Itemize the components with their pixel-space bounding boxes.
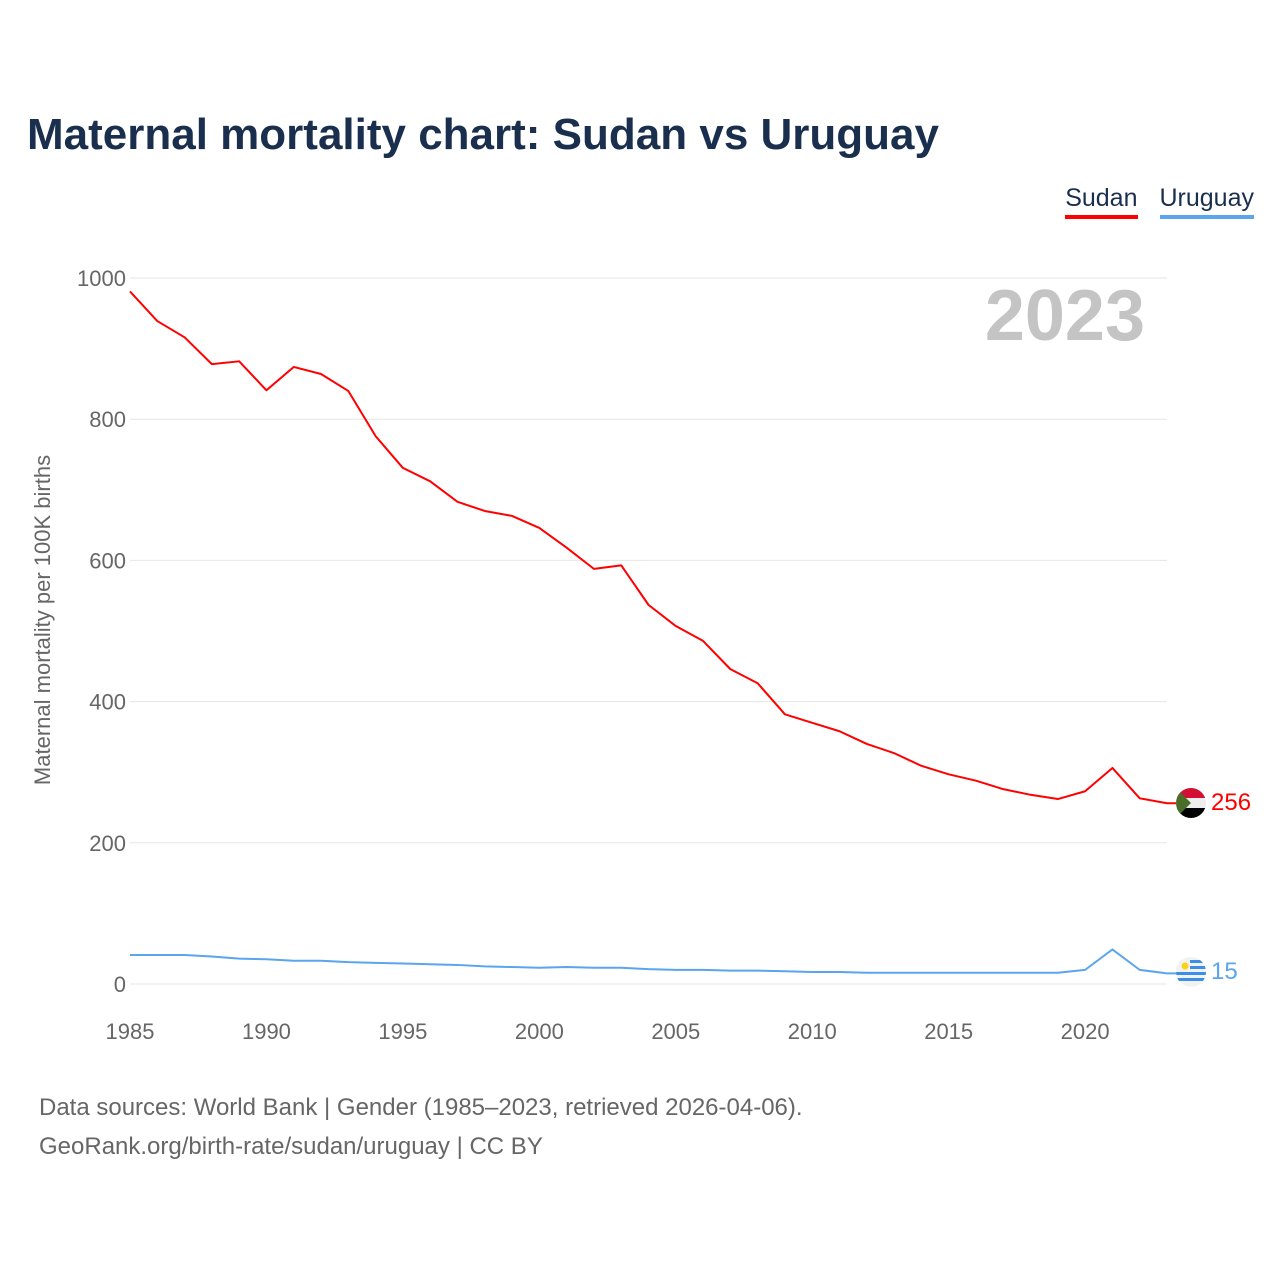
footer: Data sources: World Bank | Gender (1985–…: [39, 1088, 803, 1166]
uruguay-flag-icon: [1176, 957, 1206, 987]
sudan-end-label: 256: [1211, 789, 1251, 816]
legend-uruguay[interactable]: Uruguay: [1159, 184, 1254, 219]
y-tick-label: 600: [89, 548, 126, 573]
y-axis-label: Maternal mortality per 100K births: [30, 455, 55, 785]
chart-title: Maternal mortality chart: Sudan vs Urugu…: [27, 110, 939, 159]
x-tick-label: 2015: [924, 1019, 973, 1044]
legend: Sudan Uruguay: [1065, 184, 1254, 219]
x-tick-label: 1985: [106, 1019, 155, 1044]
source-link[interactable]: GeoRank.org/birth-rate/sudan/uruguay | C…: [39, 1133, 543, 1160]
series-line-uruguay: [130, 948, 1176, 975]
data-source: Data sources: World Bank | Gender (1985–…: [39, 1094, 803, 1121]
y-tick-label: 1000: [77, 266, 126, 291]
x-tick-label: 2010: [788, 1019, 837, 1044]
uruguay-end-label: 15: [1211, 958, 1238, 985]
year-watermark: 2023: [985, 276, 1145, 356]
y-tick-label: 400: [89, 690, 126, 715]
x-tick-label: 1995: [378, 1019, 427, 1044]
x-tick-label: 2020: [1061, 1019, 1110, 1044]
x-tick-label: 2005: [651, 1019, 700, 1044]
y-tick-label: 800: [89, 407, 126, 432]
series-line-sudan: [129, 290, 1176, 805]
y-tick-label: 200: [89, 831, 126, 856]
x-tick-label: 2000: [515, 1019, 564, 1044]
sudan-flag-icon: [1176, 788, 1206, 818]
x-tick-label: 1990: [242, 1019, 291, 1044]
y-tick-label: 0: [114, 972, 126, 997]
legend-sudan[interactable]: Sudan: [1065, 184, 1138, 219]
